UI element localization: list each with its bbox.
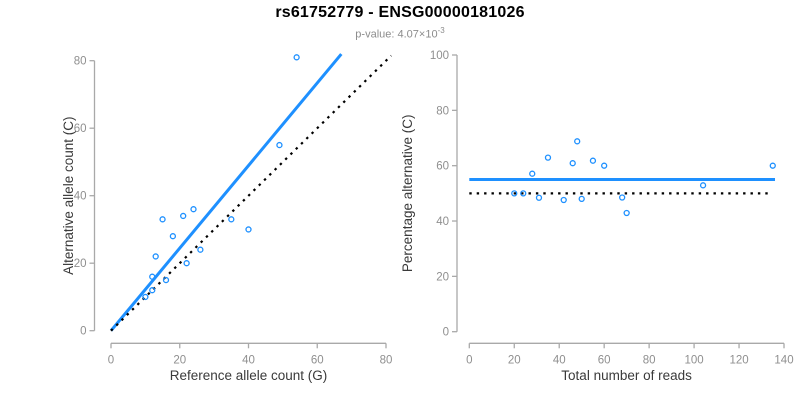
x-tick-label: 40 [553, 354, 566, 366]
identity-line [110, 54, 392, 332]
y-tick-label: 100 [430, 50, 449, 62]
x-axis-title: Total number of reads [561, 368, 692, 383]
x-tick-label: 80 [380, 354, 393, 366]
data-point [276, 141, 283, 149]
data-point [142, 293, 149, 301]
x-tick-label: 80 [643, 354, 656, 366]
data-point [183, 260, 190, 267]
x-tick-label: 20 [173, 354, 186, 366]
data-point [197, 246, 204, 253]
y-tick-label: 20 [436, 271, 449, 283]
y-axis-title: Percentage alternative (C) [400, 115, 415, 273]
y-tick-label: 60 [436, 161, 449, 173]
data-point [601, 162, 608, 169]
data-point [228, 216, 235, 223]
data-point [699, 182, 707, 189]
data-point [511, 190, 518, 197]
data-point [520, 190, 527, 197]
pvalue-text: p-value: 4.07×10 [355, 28, 438, 41]
figure-title: rs61752779 - ENSG00000181026 [275, 4, 525, 21]
data-point [589, 157, 597, 164]
x-tick-label: 0 [466, 354, 472, 366]
x-tick-label: 140 [774, 354, 793, 366]
fit-line [109, 53, 343, 332]
data-point [619, 194, 626, 201]
data-point [544, 154, 552, 161]
data-point [623, 209, 630, 217]
data-point [293, 54, 300, 61]
data-point [162, 276, 170, 284]
data-point [578, 195, 585, 203]
data-point [149, 273, 156, 280]
x-tick-label: 0 [108, 354, 114, 366]
allele-counts-scatter: 0 20 40 60 80 0 20 40 60 80 Reference allele count… [61, 53, 393, 383]
data-point [190, 206, 197, 213]
figure-header: rs61752779 - ENSG00000181026 p-value: 4.… [0, 4, 800, 42]
y-tick-label: 20 [74, 258, 87, 270]
data-point [560, 196, 567, 204]
y-tick-label: 80 [436, 105, 449, 117]
data-point [529, 170, 536, 177]
figure-subtitle: p-value: 4.07×10-3 [0, 24, 800, 42]
y-tick-label: 0 [80, 326, 86, 338]
data-point [169, 233, 177, 240]
y-tick-label: 40 [436, 216, 449, 228]
data-point [535, 194, 543, 201]
y-tick-label: 80 [74, 56, 87, 68]
percentage-vs-reads-scatter: 0 20 40 60 80 100 120 140 0 20 40 60 80 100 Total numb… [400, 50, 794, 383]
data-point [180, 212, 187, 220]
y-axis-title: Alternative allele count (C) [61, 117, 76, 275]
pvalue-exponent: -3 [437, 26, 445, 35]
y-tick-label: 0 [443, 327, 449, 339]
x-tick-label: 20 [508, 354, 521, 366]
data-point [569, 160, 576, 167]
x-tick-label: 120 [729, 354, 748, 366]
data-point [574, 138, 581, 145]
x-tick-label: 60 [311, 354, 324, 366]
data-point [159, 216, 166, 223]
x-axis-title: Reference allele count (G) [170, 368, 328, 383]
y-tick-label: 60 [74, 123, 87, 135]
data-point [769, 162, 776, 169]
x-tick-label: 40 [242, 354, 255, 366]
data-point [245, 226, 252, 233]
data-point [152, 253, 159, 260]
data-point [149, 287, 156, 294]
x-tick-label: 60 [598, 354, 611, 366]
x-tick-label: 100 [684, 354, 703, 366]
y-tick-label: 40 [74, 191, 87, 203]
